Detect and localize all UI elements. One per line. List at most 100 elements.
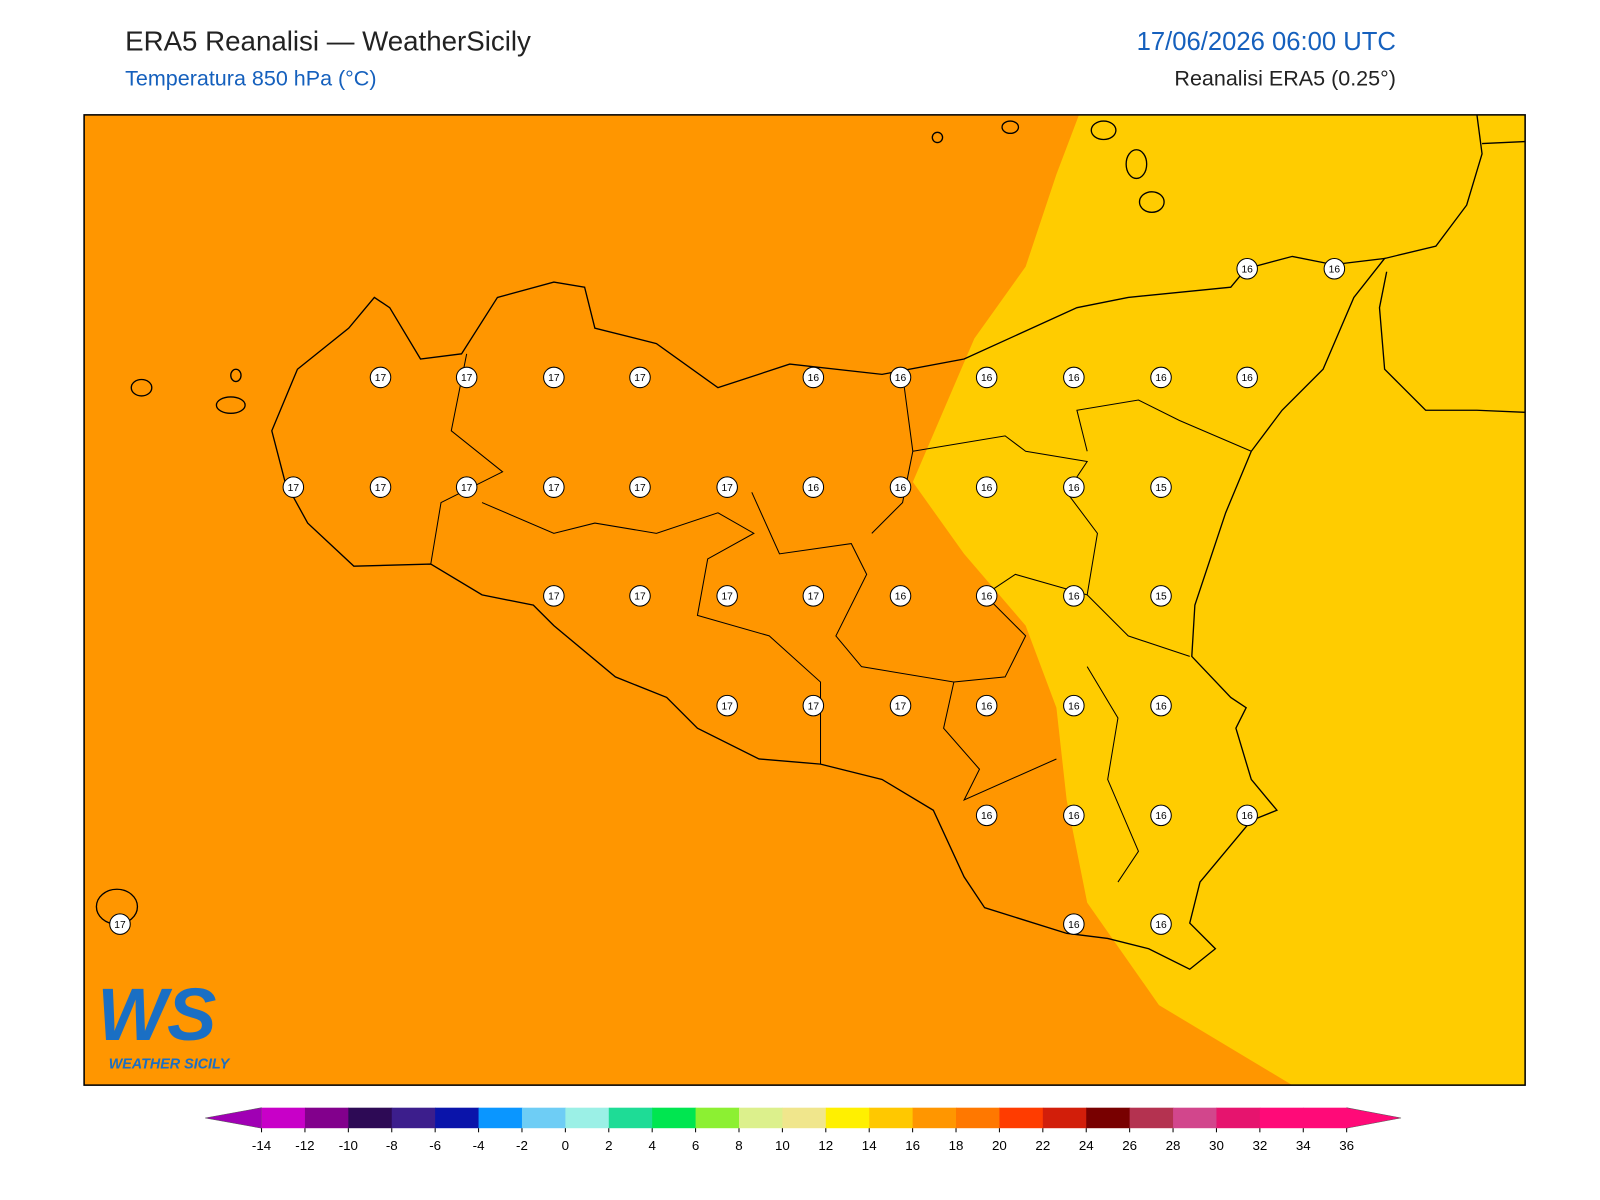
station-marker [1150, 366, 1172, 389]
station-marker [889, 366, 912, 389]
station-value: 16 [1068, 701, 1080, 712]
colorbar-tick-label: -14 [252, 1138, 272, 1153]
colorbar-segment [652, 1107, 697, 1129]
station-marker [629, 366, 651, 389]
logo-text: WEATHER SICILY [109, 1056, 231, 1072]
station-value: 17 [548, 483, 560, 494]
station-marker [716, 694, 738, 717]
station-marker [889, 694, 912, 717]
station-marker [629, 476, 651, 498]
station-value: 16 [1241, 811, 1253, 822]
station-marker [1063, 366, 1085, 389]
colorbar-tick-label: 2 [605, 1138, 612, 1153]
station-value: 16 [895, 592, 907, 603]
colorbar-segment [1216, 1107, 1261, 1129]
station-value: 17 [895, 701, 907, 712]
colorbar-tick-label: 10 [775, 1138, 790, 1153]
colorbar-tick-label: 28 [1166, 1138, 1181, 1153]
colorbar-tick-label: 34 [1296, 1138, 1311, 1153]
station-value: 16 [1068, 811, 1080, 822]
colorbar-tick-label: 0 [562, 1138, 569, 1153]
station-value: 16 [981, 483, 993, 494]
temperature-band [912, 114, 1526, 1086]
colorbar-segment [999, 1107, 1044, 1129]
station-marker [975, 366, 998, 389]
station-value: 16 [1155, 701, 1167, 712]
colorbar-over [1346, 1107, 1402, 1129]
station-value: 17 [288, 483, 300, 494]
station-marker [1323, 257, 1346, 280]
station-marker [889, 476, 912, 498]
colorbar-tick-label: -6 [429, 1138, 441, 1153]
colorbar-segment [956, 1107, 1000, 1129]
station-marker [1236, 366, 1258, 389]
coastline [1378, 114, 1526, 413]
station-value: 17 [114, 920, 126, 931]
station-value: 17 [548, 373, 560, 384]
station-value: 16 [1155, 920, 1167, 931]
station-marker [802, 694, 825, 717]
station-value: 17 [808, 701, 820, 712]
station-marker [543, 476, 565, 498]
station-marker [1063, 585, 1085, 607]
colorbar-tick-label: -2 [516, 1138, 528, 1153]
station-marker [1236, 257, 1258, 280]
station-value: 16 [895, 373, 907, 384]
map-area: 16 16 17 17 17 17 16 16 16 16 16 16 17 17 17 17 17 17 16 16… [84, 114, 1526, 1086]
station-value: 16 [1068, 592, 1080, 603]
colorbar-tick-label: 6 [692, 1138, 699, 1153]
station-marker [802, 366, 825, 389]
station-marker [716, 476, 738, 498]
station-value: 17 [721, 701, 733, 712]
colorbar-tick-label: -12 [295, 1138, 314, 1153]
colorbar-tick-label: 4 [648, 1138, 656, 1153]
colorbar-segment [565, 1107, 610, 1129]
station-value: 17 [375, 483, 387, 494]
station-marker [543, 585, 565, 607]
map-frame [83, 114, 1526, 1086]
colorbar-segment [521, 1107, 566, 1129]
station-value: 15 [1155, 592, 1167, 603]
colorbar-segment [435, 1107, 480, 1129]
station-value: 17 [634, 373, 646, 384]
station-marker [975, 804, 998, 827]
colorbar-segment [738, 1107, 783, 1129]
colorbar-segment [782, 1107, 827, 1129]
station-value: 16 [1329, 264, 1341, 275]
station-marker [455, 366, 478, 389]
station-marker [1150, 585, 1172, 607]
station-marker [975, 585, 998, 607]
colorbar-segment [1129, 1107, 1174, 1129]
colorbar-tick-label: 16 [905, 1138, 920, 1153]
logo-mark: WS [97, 973, 216, 1056]
colorbar: -14 -12 -10 -8 -6 -4 -2 0 2 4 6 8 10 12 14 16 18 20 22 24 26… [205, 1107, 1402, 1153]
colorbar-segment [912, 1107, 957, 1129]
colorbar-tick-label: 32 [1252, 1138, 1267, 1153]
station-marker [369, 476, 392, 498]
station-marker [1063, 476, 1085, 498]
colorbar-segment [348, 1107, 393, 1129]
station-value: 16 [808, 373, 820, 384]
station-value: 16 [1155, 373, 1167, 384]
station-value: 17 [375, 373, 387, 384]
title: ERA5 Reanalisi — WeatherSicily [125, 25, 531, 56]
colorbar-segment [1303, 1107, 1348, 1129]
station-value: 16 [981, 373, 993, 384]
colorbar-segment [608, 1107, 653, 1129]
colorbar-segment [1173, 1107, 1217, 1129]
colorbar-tick-label: 22 [1035, 1138, 1050, 1153]
colorbar-segment [304, 1107, 349, 1129]
logo: WS WEATHER SICILY [97, 973, 230, 1072]
colorbar-segment [478, 1107, 523, 1129]
station-value: 16 [1155, 811, 1167, 822]
colorbar-segment [261, 1107, 306, 1129]
station-value: 16 [895, 483, 907, 494]
stations: 16 16 17 17 17 17 16 16 16 16 16 16 17 17 17 17 17 17 16 16… [109, 257, 1346, 935]
colorbar-segment [391, 1107, 436, 1129]
colorbar-tick-label: -8 [386, 1138, 398, 1153]
station-value: 17 [634, 483, 646, 494]
province-border [430, 353, 1252, 883]
colorbar-tick-label: 30 [1209, 1138, 1224, 1153]
